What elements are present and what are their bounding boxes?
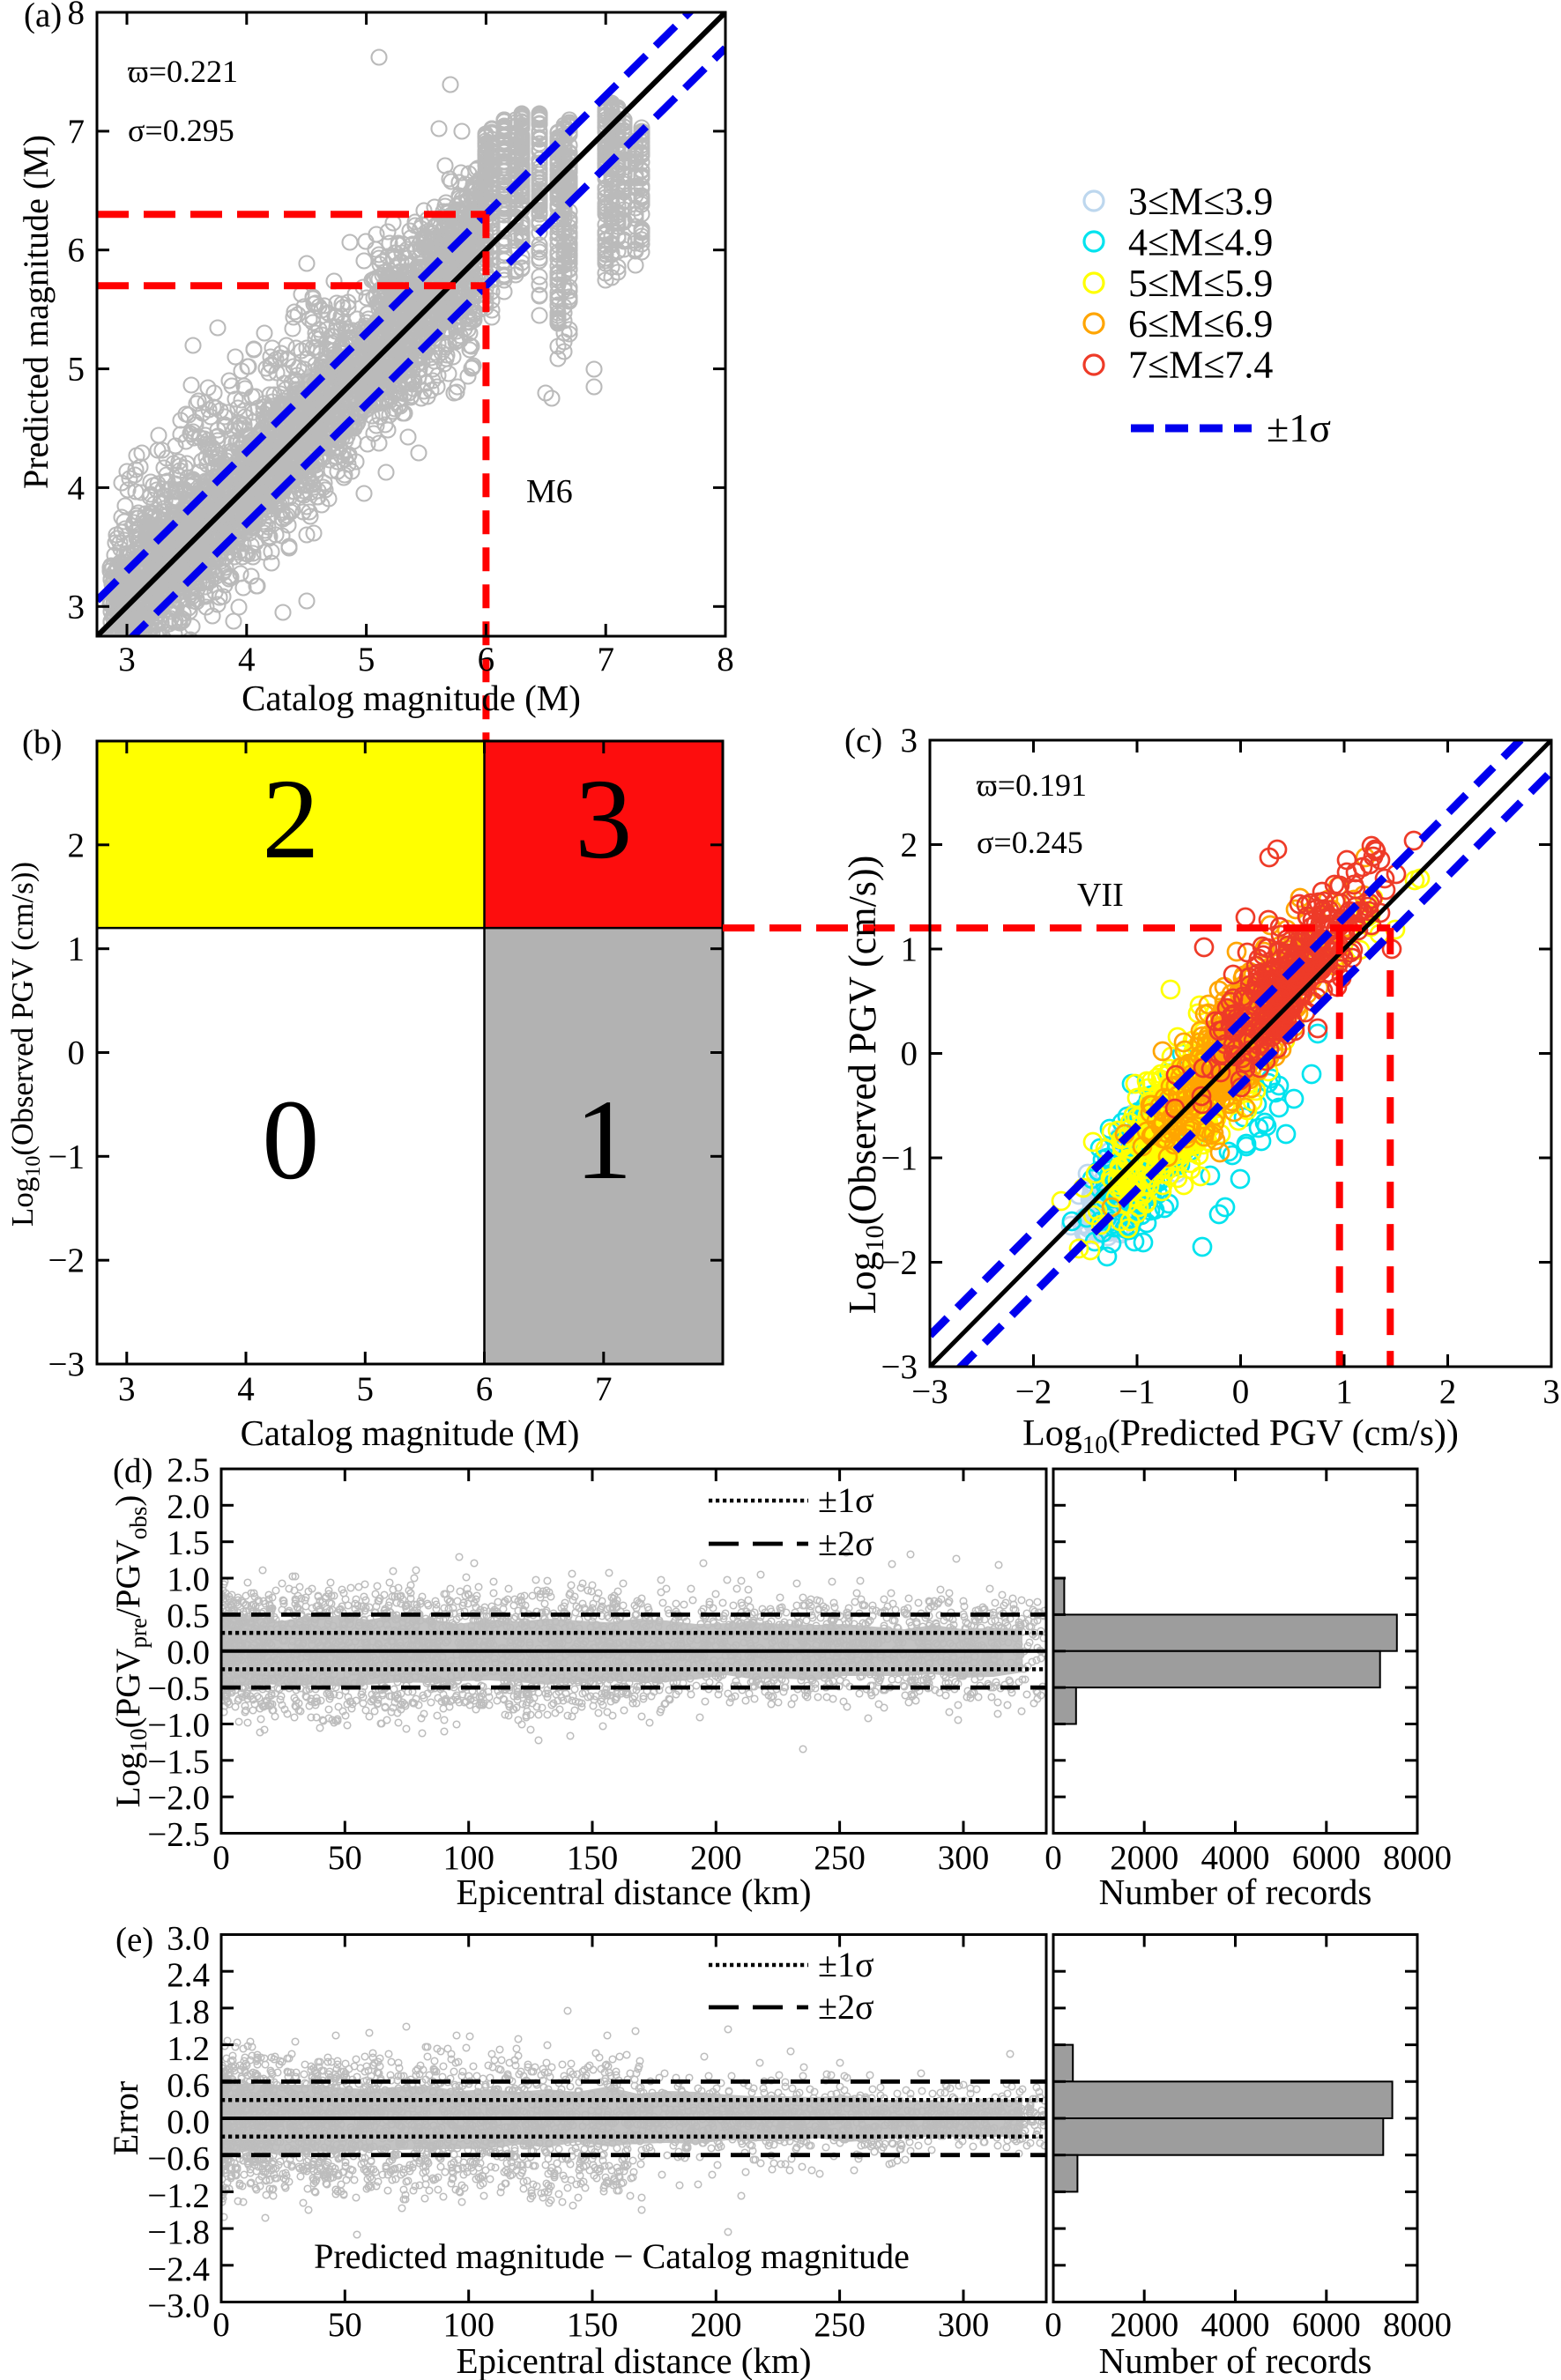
svg-text:4: 4 (238, 641, 256, 678)
svg-text:7: 7 (595, 1370, 613, 1408)
svg-text:2: 2 (262, 756, 319, 883)
svg-text:5: 5 (68, 351, 85, 389)
svg-text:−3: −3 (48, 1346, 85, 1383)
svg-text:6: 6 (478, 641, 495, 678)
svg-text:Log10(Observed PGV (cm/s)): Log10(Observed PGV (cm/s)) (5, 862, 45, 1227)
svg-text:σ=0.295: σ=0.295 (128, 113, 234, 148)
svg-text:8: 8 (717, 641, 734, 678)
svg-text:(a): (a) (24, 0, 62, 34)
svg-text:4: 4 (237, 1370, 255, 1408)
svg-text:4: 4 (68, 469, 85, 507)
svg-text:3: 3 (118, 1370, 136, 1408)
svg-text:1: 1 (575, 1077, 632, 1204)
svg-text:8: 8 (68, 0, 85, 32)
svg-text:5: 5 (358, 641, 375, 678)
svg-text:7: 7 (68, 113, 85, 151)
svg-text:6: 6 (476, 1370, 494, 1408)
svg-text:0: 0 (262, 1077, 319, 1204)
svg-text:M6: M6 (526, 473, 573, 510)
svg-text:Catalog magnitude (M): Catalog magnitude (M) (241, 1412, 580, 1453)
svg-text:6: 6 (68, 232, 85, 270)
svg-text:3: 3 (68, 588, 85, 626)
svg-text:1: 1 (68, 930, 85, 968)
svg-text:−1: −1 (48, 1138, 85, 1175)
svg-text:6≤M≤6.9: 6≤M≤6.9 (1128, 302, 1273, 345)
svg-text:5≤M≤5.9: 5≤M≤5.9 (1128, 262, 1273, 305)
svg-text:5: 5 (357, 1370, 375, 1408)
svg-text:−2: −2 (48, 1242, 85, 1279)
svg-text:Catalog magnitude (M): Catalog magnitude (M) (242, 678, 581, 718)
svg-text:3: 3 (118, 641, 136, 678)
svg-text:2: 2 (68, 827, 85, 864)
svg-text:(b): (b) (22, 723, 62, 761)
svg-text:0: 0 (68, 1034, 85, 1072)
svg-text:±1σ: ±1σ (1267, 405, 1331, 450)
svg-text:4≤M≤4.9: 4≤M≤4.9 (1128, 220, 1273, 263)
svg-text:ϖ=0.221: ϖ=0.221 (128, 54, 238, 89)
svg-text:3≤M≤3.9: 3≤M≤3.9 (1128, 180, 1273, 223)
svg-text:7≤M≤7.4: 7≤M≤7.4 (1128, 344, 1273, 387)
svg-text:3: 3 (575, 756, 632, 883)
svg-text:7: 7 (597, 641, 614, 678)
svg-text:Predicted magnitude (M): Predicted magnitude (M) (16, 135, 56, 489)
